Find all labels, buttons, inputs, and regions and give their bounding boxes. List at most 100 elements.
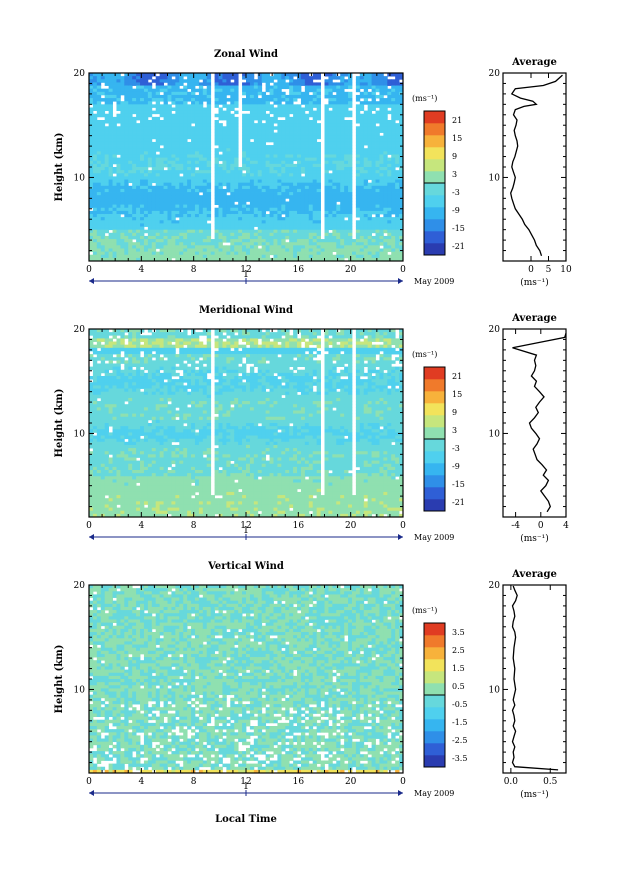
heatmap-cell bbox=[124, 223, 129, 227]
heatmap-cell bbox=[383, 195, 388, 199]
heatmap-cell bbox=[300, 82, 306, 86]
heatmap-cell bbox=[171, 173, 176, 177]
heatmap-cell bbox=[261, 163, 267, 168]
heatmap-cell bbox=[355, 94, 361, 99]
heatmap-cell bbox=[194, 173, 200, 177]
heatmap-cell bbox=[140, 88, 145, 93]
heatmap-cell bbox=[281, 145, 286, 149]
heatmap-cell bbox=[132, 182, 137, 187]
heatmap-cell bbox=[371, 88, 376, 93]
heatmap-cell bbox=[108, 79, 113, 83]
heatmap-cell bbox=[132, 98, 137, 102]
heatmap-cell bbox=[340, 229, 345, 234]
heatmap-cell bbox=[96, 372, 102, 377]
heatmap-cell bbox=[124, 204, 129, 209]
heatmap-cell bbox=[198, 210, 204, 215]
heatmap-cell bbox=[312, 217, 318, 221]
heatmap-cell bbox=[246, 204, 251, 209]
heatmap-cell bbox=[132, 201, 137, 205]
heatmap-cell bbox=[140, 163, 145, 168]
heatmap-cell bbox=[100, 138, 106, 143]
heatmap-cell bbox=[246, 185, 251, 190]
heatmap-cell bbox=[238, 170, 243, 174]
heatmap-cell bbox=[249, 254, 255, 259]
heatmap-cell bbox=[92, 429, 98, 433]
heatmap-cell bbox=[163, 217, 168, 221]
heatmap-cell bbox=[104, 329, 110, 333]
heatmap-cell bbox=[214, 141, 219, 146]
heatmap-cell bbox=[143, 141, 149, 146]
heatmap-cell bbox=[198, 254, 204, 259]
heatmap-cell bbox=[312, 257, 318, 262]
heatmap-cell bbox=[191, 248, 196, 252]
heatmap-cell bbox=[112, 473, 117, 477]
heatmap-cell bbox=[308, 217, 314, 221]
heatmap-cell bbox=[155, 232, 161, 237]
heatmap-cell bbox=[391, 135, 396, 140]
heatmap-cell bbox=[222, 113, 227, 118]
heatmap-cell bbox=[324, 94, 329, 99]
heatmap-cell bbox=[226, 126, 231, 130]
heatmap-cell bbox=[167, 217, 172, 221]
heatmap-cell bbox=[230, 167, 235, 171]
heatmap-cell bbox=[198, 242, 204, 246]
heatmap-cell bbox=[100, 73, 106, 77]
heatmap-cell bbox=[155, 138, 161, 143]
heatmap-cell bbox=[328, 192, 333, 196]
heatmap-cell bbox=[300, 126, 306, 130]
heatmap-cell bbox=[155, 120, 161, 124]
heatmap-cell bbox=[175, 207, 180, 212]
heatmap-cell bbox=[249, 135, 255, 140]
heatmap-cell bbox=[344, 79, 349, 83]
heatmap-cell bbox=[140, 176, 145, 180]
heatmap-cell bbox=[363, 132, 369, 137]
heatmap-cell bbox=[336, 110, 341, 115]
heatmap-cell bbox=[359, 151, 365, 155]
heatmap-cell bbox=[92, 167, 98, 171]
heatmap-cell bbox=[340, 104, 345, 108]
heatmap-cell bbox=[104, 344, 110, 349]
heatmap-cell bbox=[100, 257, 106, 262]
heatmap-cell bbox=[222, 210, 227, 215]
colorbar-tick-label: -21 bbox=[452, 242, 465, 251]
heatmap-cell bbox=[246, 220, 251, 224]
heatmap-cell bbox=[214, 185, 219, 190]
heatmap-cell bbox=[226, 239, 231, 243]
heatmap-cell bbox=[167, 192, 172, 196]
heatmap-cell bbox=[375, 179, 380, 184]
heatmap-cell bbox=[391, 91, 396, 96]
heatmap-cell bbox=[289, 79, 294, 83]
heatmap-cell bbox=[89, 188, 94, 193]
heatmap-cell bbox=[198, 88, 204, 93]
heatmap-cell bbox=[108, 510, 113, 515]
heatmap-cell bbox=[297, 223, 302, 227]
heatmap-cell bbox=[242, 157, 247, 162]
heatmap-cell bbox=[363, 94, 369, 99]
heatmap-cell bbox=[89, 341, 94, 346]
heatmap-cell bbox=[175, 167, 180, 171]
heatmap-cell bbox=[187, 195, 192, 199]
heatmap-cell bbox=[151, 148, 157, 152]
heatmap-cell bbox=[328, 94, 333, 99]
heatmap-cell bbox=[253, 107, 259, 111]
heatmap-cell bbox=[297, 107, 302, 111]
heatmap-cell bbox=[128, 126, 133, 130]
heatmap-cell bbox=[194, 79, 200, 83]
heatmap-cell bbox=[226, 182, 231, 187]
heatmap-cell bbox=[96, 129, 102, 133]
heatmap-cell bbox=[206, 176, 212, 180]
heatmap-cell bbox=[289, 229, 294, 234]
heatmap-cell bbox=[375, 135, 380, 140]
heatmap-cell bbox=[104, 91, 110, 96]
heatmap-cell bbox=[163, 116, 168, 121]
heatmap-cell bbox=[336, 107, 341, 111]
heatmap-cell bbox=[147, 201, 153, 205]
heatmap-cell bbox=[332, 82, 337, 86]
heatmap-cell bbox=[297, 204, 302, 209]
heatmap-cell bbox=[249, 235, 255, 240]
heatmap-cell bbox=[300, 185, 306, 190]
heatmap-cell bbox=[100, 79, 106, 83]
heatmap-cell bbox=[312, 76, 318, 80]
heatmap-cell bbox=[355, 129, 361, 133]
heatmap-cell bbox=[308, 182, 314, 187]
